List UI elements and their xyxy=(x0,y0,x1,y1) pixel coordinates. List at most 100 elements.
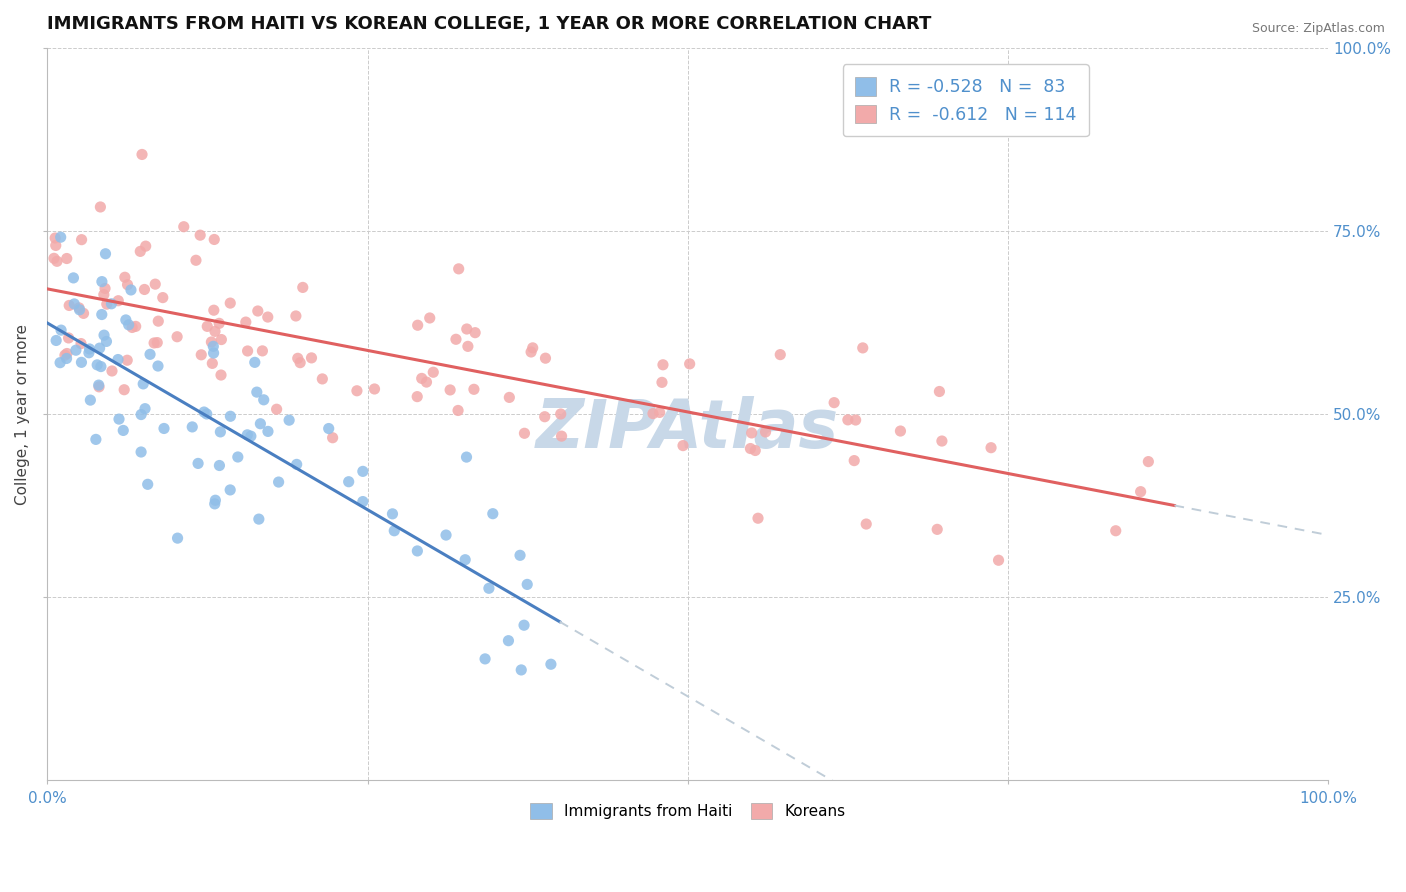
Point xyxy=(236,343,259,358)
Point xyxy=(55,351,77,366)
Point xyxy=(447,403,470,417)
Point xyxy=(520,345,543,359)
Point xyxy=(67,301,90,315)
Point xyxy=(464,326,486,340)
Point xyxy=(112,383,135,397)
Point xyxy=(478,582,501,596)
Point xyxy=(852,341,875,355)
Point xyxy=(454,553,477,567)
Point xyxy=(190,348,212,362)
Point xyxy=(90,275,112,289)
Point xyxy=(143,277,166,292)
Point xyxy=(107,352,129,367)
Point xyxy=(287,351,309,366)
Point xyxy=(513,426,536,441)
Point xyxy=(457,339,479,353)
Point xyxy=(534,351,557,366)
Point xyxy=(747,511,769,525)
Point xyxy=(86,358,108,372)
Point xyxy=(112,424,135,438)
Point xyxy=(96,297,118,311)
Point xyxy=(129,408,152,422)
Point xyxy=(987,553,1010,567)
Text: IMMIGRANTS FROM HAITI VS KOREAN COLLEGE, 1 YEAR OR MORE CORRELATION CHART: IMMIGRANTS FROM HAITI VS KOREAN COLLEGE,… xyxy=(48,15,932,33)
Point xyxy=(463,382,485,396)
Point xyxy=(278,413,301,427)
Point xyxy=(93,287,115,301)
Point xyxy=(301,351,323,365)
Point xyxy=(120,283,142,297)
Point xyxy=(132,376,155,391)
Point xyxy=(246,385,269,400)
Point xyxy=(195,319,218,334)
Point xyxy=(195,407,218,421)
Point xyxy=(291,280,314,294)
Point xyxy=(202,339,225,353)
Point xyxy=(411,371,433,385)
Point xyxy=(63,297,86,311)
Point xyxy=(474,652,496,666)
Point xyxy=(193,405,215,419)
Point xyxy=(70,336,93,351)
Point xyxy=(456,322,478,336)
Point xyxy=(134,401,156,416)
Point xyxy=(202,232,225,246)
Point xyxy=(58,298,80,312)
Point xyxy=(1137,454,1160,468)
Point xyxy=(115,353,138,368)
Point xyxy=(346,384,368,398)
Point xyxy=(219,483,242,497)
Point xyxy=(236,427,259,442)
Point xyxy=(93,328,115,343)
Point xyxy=(1105,524,1128,538)
Point xyxy=(844,453,866,467)
Point xyxy=(188,228,211,243)
Point xyxy=(550,407,572,421)
Point xyxy=(641,407,664,421)
Point xyxy=(201,356,224,370)
Point xyxy=(200,334,222,349)
Point xyxy=(219,409,242,424)
Point xyxy=(204,324,226,338)
Point xyxy=(247,512,270,526)
Point xyxy=(337,475,360,489)
Point xyxy=(108,412,131,426)
Point xyxy=(89,200,111,214)
Point xyxy=(70,355,93,369)
Point xyxy=(352,494,374,508)
Point xyxy=(382,524,405,538)
Point xyxy=(115,313,138,327)
Point xyxy=(173,219,195,234)
Point xyxy=(131,147,153,161)
Point xyxy=(136,477,159,491)
Point xyxy=(679,357,702,371)
Point xyxy=(204,497,226,511)
Point xyxy=(285,458,308,472)
Point xyxy=(482,507,505,521)
Point xyxy=(62,271,84,285)
Point xyxy=(740,442,762,456)
Point xyxy=(434,528,457,542)
Point xyxy=(134,283,156,297)
Point xyxy=(69,302,91,317)
Point xyxy=(256,310,278,324)
Point xyxy=(166,330,188,344)
Point xyxy=(931,434,953,448)
Point xyxy=(208,316,231,330)
Point xyxy=(406,318,429,333)
Point xyxy=(648,405,671,419)
Point xyxy=(769,348,792,362)
Point xyxy=(837,413,859,427)
Point xyxy=(89,341,111,355)
Point xyxy=(252,343,274,358)
Point xyxy=(540,657,562,672)
Point xyxy=(121,320,143,334)
Point xyxy=(87,380,110,394)
Point xyxy=(129,244,152,259)
Point xyxy=(84,433,107,447)
Point xyxy=(209,368,232,382)
Point xyxy=(513,618,536,632)
Point xyxy=(444,332,467,346)
Point xyxy=(550,429,572,443)
Point xyxy=(243,355,266,369)
